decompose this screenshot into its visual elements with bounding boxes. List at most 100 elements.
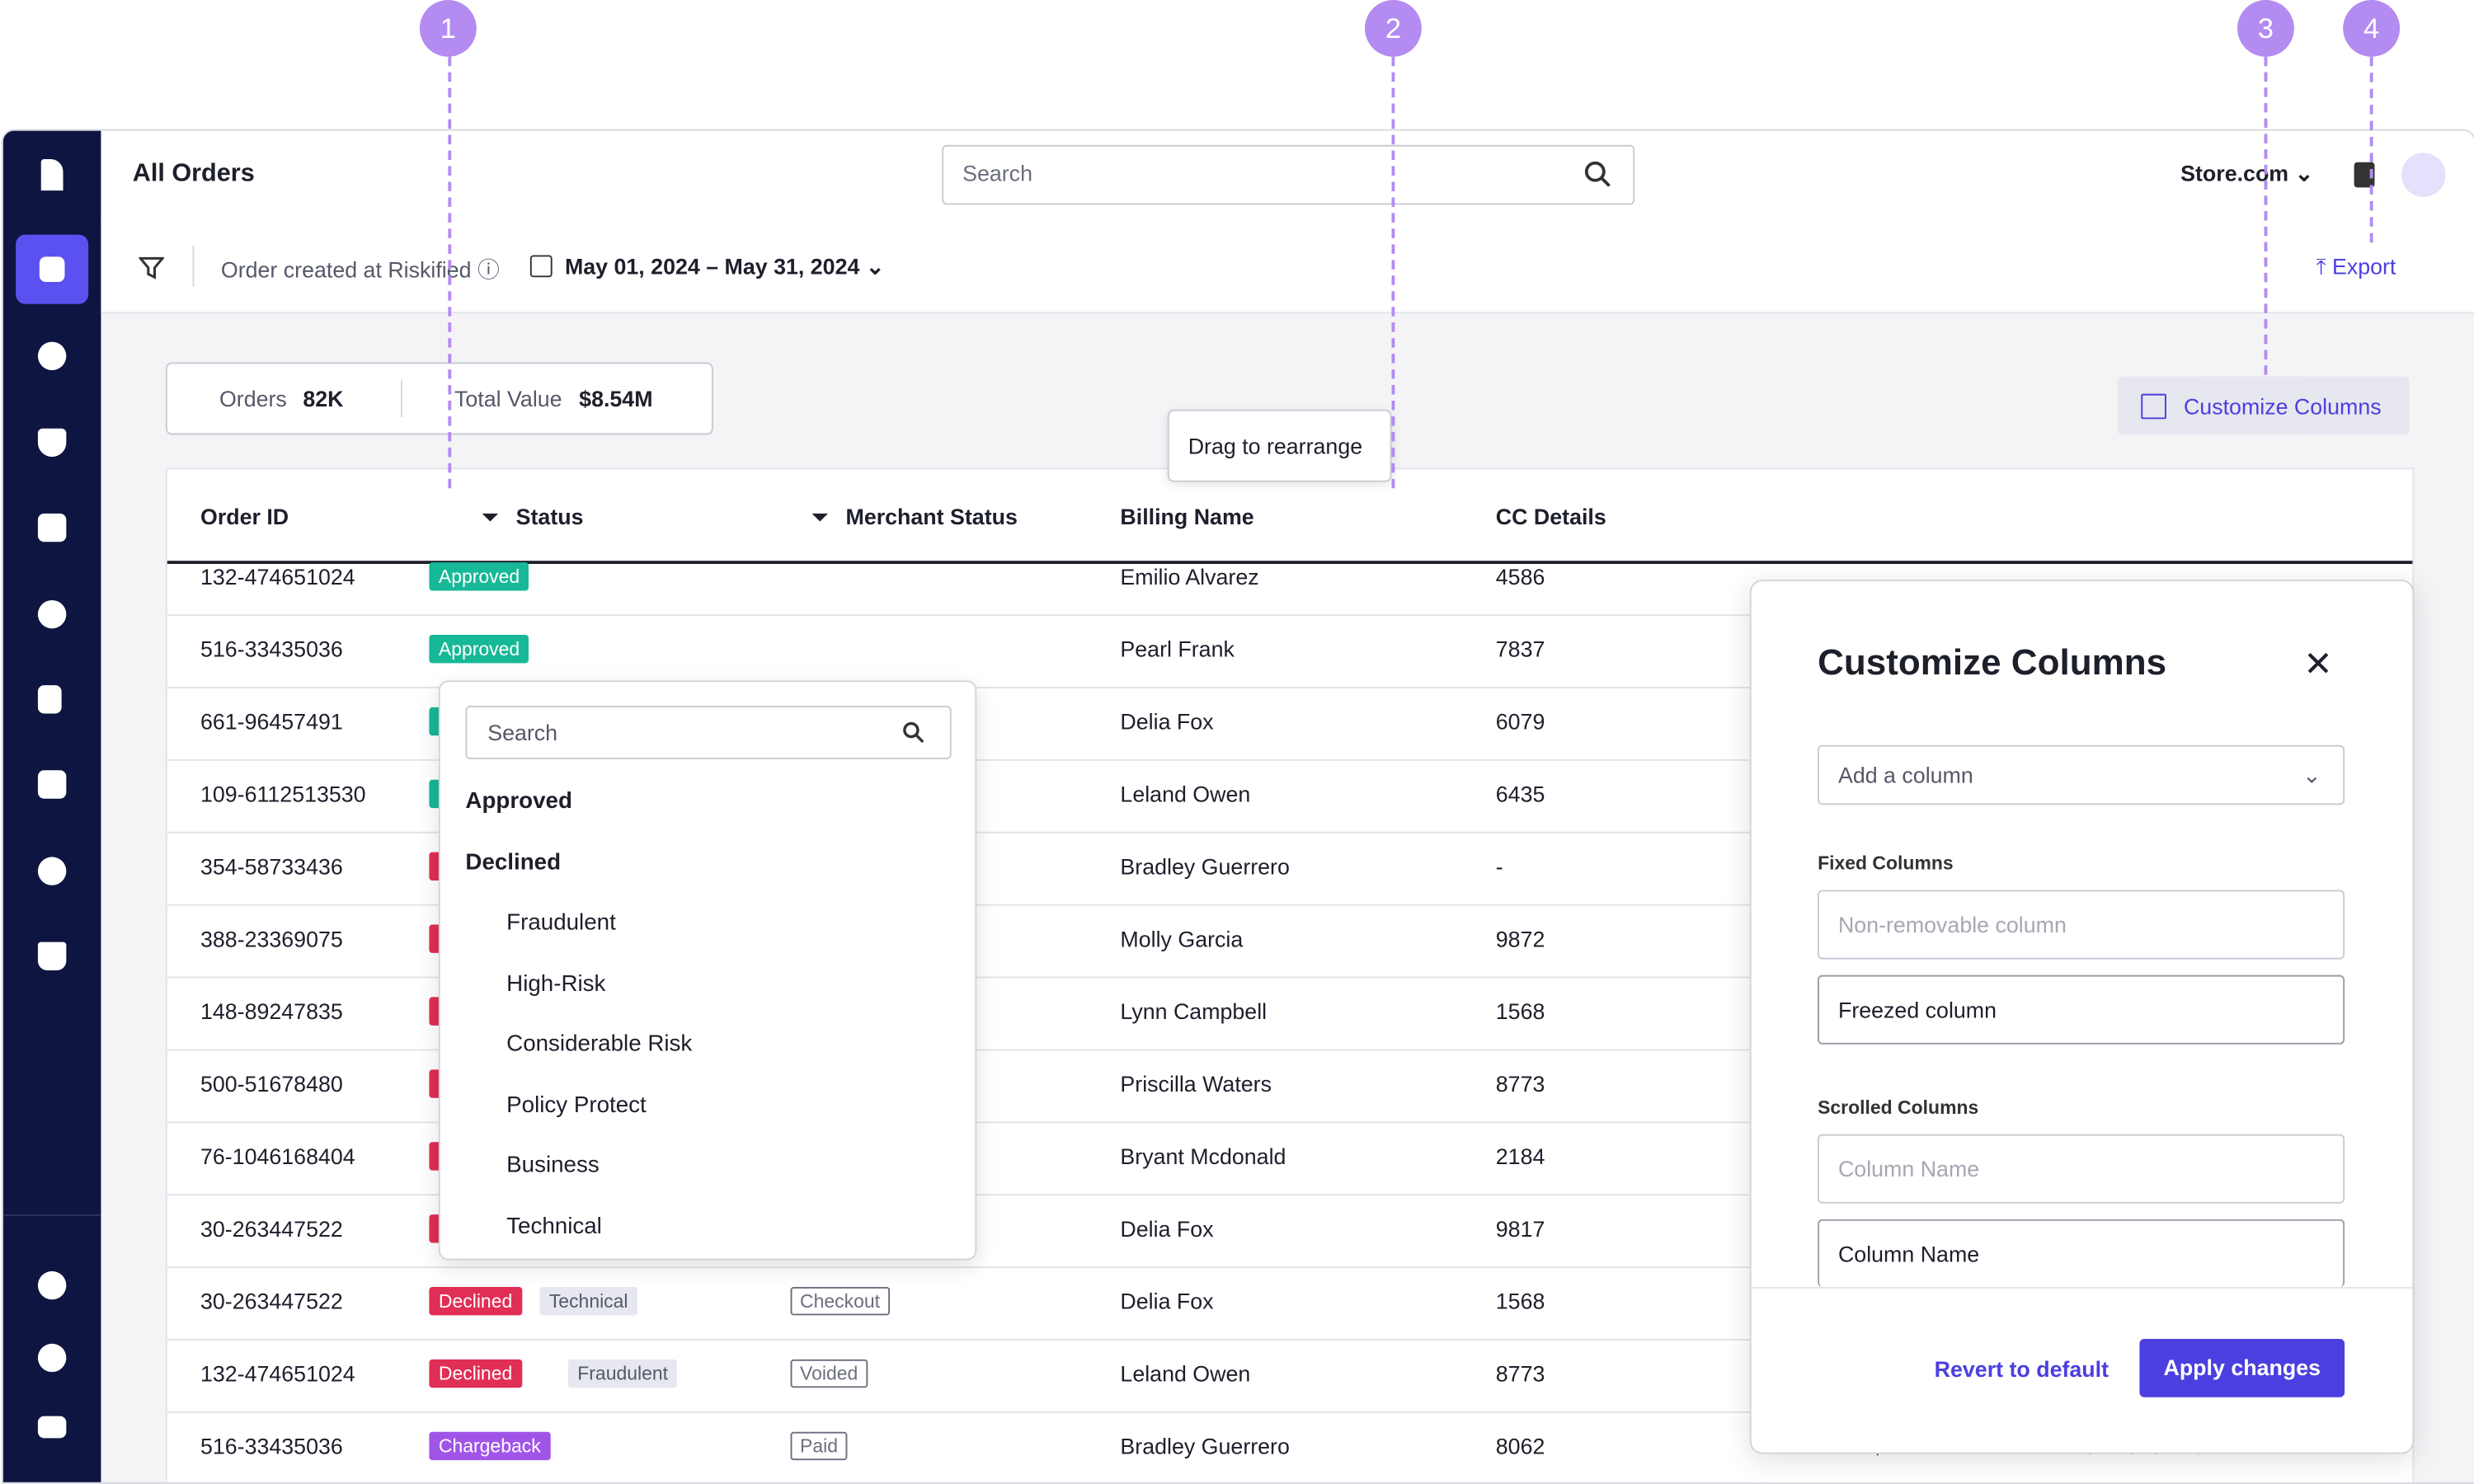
section-label: Fixed Columns (1818, 852, 1954, 875)
order-id[interactable]: 500-51678480 (200, 1071, 343, 1097)
nav-icon[interactable] (37, 857, 67, 885)
reason-tag: Technical (539, 1286, 638, 1316)
order-id[interactable]: 132-474651024 (200, 564, 355, 589)
column-header: Order ID (200, 504, 289, 529)
column-field[interactable]: Freezed column (1818, 974, 2345, 1045)
nav-icon[interactable] (37, 599, 67, 629)
dropdown-item[interactable]: Considerable Risk (506, 1031, 693, 1058)
row-divider (167, 831, 2413, 834)
dropdown-group[interactable]: Declined (465, 849, 562, 876)
row-divider (167, 1121, 2413, 1124)
row-divider (167, 687, 2413, 688)
order-id[interactable]: 388-23369075 (200, 926, 343, 952)
nav-icon[interactable] (37, 341, 67, 371)
customize-label: Customize Columns (2183, 393, 2382, 420)
label: Order created at Riskified (220, 256, 472, 283)
order-id[interactable]: 516-33435036 (200, 1433, 343, 1459)
dropdown-item[interactable]: High-Risk (506, 970, 606, 997)
dropdown-group[interactable]: Approved (465, 789, 572, 815)
row-divider (167, 1194, 2413, 1196)
billing-name: Leland Owen (1120, 781, 1251, 807)
orders-value: 82K (303, 386, 344, 411)
dropdown-item[interactable]: Fraudulent (506, 910, 616, 936)
store-name: Store.com (2180, 160, 2289, 186)
billing-name: Delia Fox (1120, 708, 1214, 735)
filter-icon[interactable]: ⏷ (481, 504, 499, 529)
search-icon (1584, 161, 1611, 187)
close-button[interactable]: ✕ (2303, 644, 2333, 684)
row-divider (167, 1339, 2413, 1341)
row-divider (167, 976, 2413, 979)
nav-icon[interactable] (37, 513, 67, 542)
order-id[interactable]: 661-96457491 (200, 708, 343, 735)
add-column-label: Add a column (1837, 762, 1973, 788)
column-field: Non-removable column (1818, 890, 2345, 960)
filter-bar: Order created at Riskified ⓘ May 01, 202… (101, 220, 2474, 314)
nav-icon[interactable] (37, 428, 67, 458)
cc-details: 6435 (1495, 781, 1545, 807)
panel-title: Customize Columns (1818, 641, 2167, 683)
cc-details: 8773 (1495, 1360, 1545, 1387)
store-selector[interactable]: Store.com ⌄ (2180, 160, 2314, 186)
total-value: $8.54M (579, 386, 653, 411)
revert-button[interactable]: Revert to default (1934, 1356, 2109, 1382)
orders-label: Orders (219, 386, 287, 411)
order-id[interactable]: 109-6112513530 (200, 781, 366, 807)
column-field[interactable]: Column Name (1818, 1219, 2345, 1287)
annotation: 1 (419, 0, 477, 57)
nav-icon[interactable] (37, 685, 62, 714)
order-id[interactable]: 516-33435036 (200, 636, 343, 662)
row-divider (167, 758, 2413, 761)
annotation: 3 (2237, 0, 2294, 57)
order-id[interactable]: 76-1046168404 (200, 1144, 355, 1169)
dropdown-search[interactable]: Search (465, 705, 952, 759)
cc-details: 2184 (1495, 1144, 1545, 1169)
nav-icon[interactable] (37, 942, 67, 970)
add-column-select[interactable]: Add a column ⌄ (1818, 744, 2345, 805)
billing-name: Bryant Mcdonald (1120, 1144, 1286, 1169)
column-field: Column Name (1818, 1134, 2345, 1204)
order-id[interactable]: 30-263447522 (200, 1216, 343, 1242)
customize-columns-button[interactable]: Customize Columns (2117, 376, 2410, 435)
search-box[interactable]: Search (942, 144, 1635, 205)
nav-settings[interactable] (37, 1343, 67, 1373)
export-button[interactable]: ⤒ Export (2316, 253, 2396, 279)
dropdown-search-placeholder: Search (487, 720, 558, 745)
cc-details: 6079 (1495, 708, 1545, 735)
nav-icon[interactable] (37, 1270, 67, 1300)
billing-name: Bradley Guerrero (1120, 853, 1290, 880)
nav-icon[interactable] (37, 770, 67, 799)
filter-icon[interactable]: ⏷ (811, 504, 829, 529)
billing-name: Pearl Frank (1120, 636, 1235, 662)
reason-tag: Fraudulent (567, 1359, 678, 1388)
avatar[interactable] (2401, 153, 2446, 197)
billing-name: Lynn Campbell (1120, 998, 1268, 1024)
nav-icon[interactable] (37, 1416, 67, 1439)
customize-columns-panel: Customize Columns ✕ Add a column ⌄ Fixed … (1749, 580, 2415, 1454)
date-range-text: May 01, 2024 – May 31, 2024 (564, 253, 860, 279)
annotation: 2 (1364, 0, 1422, 57)
cc-details: 7837 (1495, 636, 1545, 662)
search-placeholder: Search (962, 160, 1032, 186)
merchant-status-tag: Voided (790, 1359, 868, 1388)
billing-name: Leland Owen (1120, 1360, 1251, 1387)
filter-icon[interactable] (139, 256, 164, 281)
dropdown-item[interactable]: Policy Protect (506, 1092, 647, 1118)
status-tag: Chargeback (429, 1431, 551, 1461)
order-id[interactable]: 148-89247835 (200, 998, 343, 1024)
apply-button[interactable]: Apply changes (2139, 1339, 2345, 1397)
order-id[interactable]: 132-474651024 (200, 1360, 355, 1387)
date-range[interactable]: May 01, 2024 – May 31, 2024 ⌄ (564, 253, 885, 279)
merchant-status-tag: Paid (790, 1431, 848, 1461)
status-tag: Approved (429, 634, 529, 664)
app-window: All Orders Search Store.com ⌄ Order crea… (1, 129, 2474, 1484)
tooltip: Drag to rearrange (1167, 409, 1392, 482)
order-id[interactable]: 354-58733436 (200, 853, 343, 880)
dropdown-item[interactable]: Technical (506, 1214, 602, 1239)
billing-name: Delia Fox (1120, 1288, 1214, 1314)
annotation: 4 (2343, 0, 2401, 57)
order-id[interactable]: 30-263447522 (200, 1288, 343, 1314)
dropdown-item[interactable]: Business (506, 1153, 600, 1179)
top-bar: All Orders Search Store.com ⌄ (101, 130, 2474, 223)
